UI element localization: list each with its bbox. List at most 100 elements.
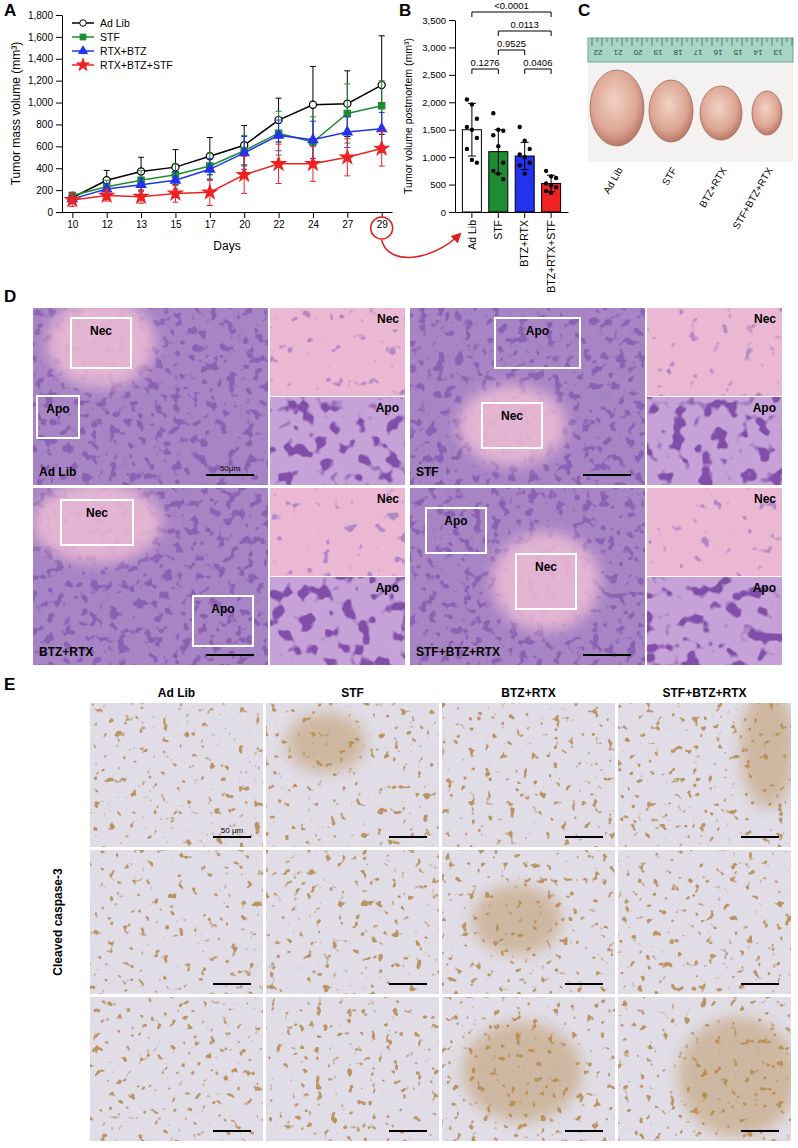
tick: 500 <box>430 179 455 190</box>
ruler-tick <box>697 38 698 42</box>
marker <box>344 110 350 116</box>
legend-label: RTX+BTZ+STF <box>100 59 173 71</box>
roi-box <box>516 554 576 609</box>
tick-label: 2,000 <box>422 97 446 108</box>
legend-entry: Ad Lib <box>72 17 130 29</box>
roi-label: Nec <box>501 409 523 423</box>
tick-mark <box>56 103 62 104</box>
micrograph <box>266 850 439 994</box>
point <box>501 129 505 133</box>
ruler-label: 15 <box>733 48 742 57</box>
tick-mark <box>210 212 211 218</box>
tick: 1,000 <box>422 152 455 163</box>
legend: Ad LibSTFRTX+BTZRTX+BTZ+STF <box>72 17 173 71</box>
tick-label: 1,000 <box>28 97 53 108</box>
ruler-tick <box>652 38 653 46</box>
y-axis: 05001,0001,5002,0002,5003,0003,500 <box>422 15 455 218</box>
point <box>465 97 469 101</box>
scale-bar <box>565 1130 603 1132</box>
necrosis-area <box>33 488 162 563</box>
marker <box>272 157 286 170</box>
tick-mark <box>56 15 62 16</box>
tick: 400 <box>36 163 62 174</box>
ruler-tick <box>752 38 753 46</box>
ruler-tick <box>662 38 663 46</box>
ruler-tick <box>592 38 593 46</box>
point <box>470 102 474 106</box>
scale-bar <box>741 1130 779 1132</box>
tick: 20 <box>239 212 251 230</box>
ruler-tick <box>782 38 783 46</box>
bracket <box>498 50 524 55</box>
panel-name: STF+BTZ+RTX <box>416 645 500 659</box>
tick-label: 200 <box>36 185 53 196</box>
tick-label: 1,500 <box>422 124 446 135</box>
tick-label: Ad Lib <box>466 220 478 250</box>
tick-label: 400 <box>36 163 53 174</box>
roi-label: Nec <box>535 560 557 574</box>
roi-box <box>495 318 580 368</box>
point <box>475 136 479 140</box>
ruler-tick <box>747 38 748 42</box>
tick-mark <box>56 59 62 60</box>
legend-marker <box>80 20 87 27</box>
tick-label: 600 <box>36 141 53 152</box>
tick-label: STF <box>492 220 504 240</box>
tick-mark <box>244 212 245 218</box>
inset-micrograph <box>270 488 405 576</box>
ruler-tick <box>622 38 623 46</box>
point <box>528 147 532 151</box>
ruler-tick <box>597 38 598 42</box>
scale-bar-label: 50 μm <box>221 826 244 835</box>
line <box>72 129 381 199</box>
marker <box>239 147 249 155</box>
scale-bar <box>565 836 603 838</box>
roi-label: Apo <box>46 402 69 416</box>
tick-mark <box>56 37 62 38</box>
error-bar <box>494 130 502 174</box>
axis-line <box>62 16 63 213</box>
ruler-tick <box>787 38 788 42</box>
tick: 3,000 <box>422 42 455 53</box>
tick-mark <box>449 185 455 186</box>
tick: 29 <box>377 212 389 230</box>
series <box>69 81 385 199</box>
micrograph <box>618 703 791 847</box>
tick-mark <box>347 212 348 218</box>
column-header: STF <box>341 686 364 700</box>
p-value: 0.1276 <box>471 57 500 68</box>
tick: 1,200 <box>28 75 62 86</box>
ruler-label: 22 <box>593 48 602 57</box>
tissue <box>442 703 615 847</box>
tick-mark <box>449 130 455 131</box>
micrograph <box>410 488 645 665</box>
point <box>470 158 474 162</box>
tick-label: 0 <box>47 207 53 218</box>
point <box>523 171 527 175</box>
scale-bar <box>389 983 427 985</box>
legend-marker <box>80 34 86 40</box>
marker <box>205 164 215 172</box>
tumor-label: BTZ+RTX <box>697 165 729 209</box>
tick-mark <box>449 212 455 213</box>
point <box>496 128 500 132</box>
micrograph <box>33 308 268 485</box>
tick-mark <box>279 212 280 218</box>
tick-mark <box>56 124 62 125</box>
tick: 1,400 <box>28 53 62 64</box>
tick: 600 <box>36 141 62 152</box>
ruler-tick <box>702 38 703 46</box>
legend-label: Ad Lib <box>100 17 130 29</box>
photo-background <box>588 38 793 162</box>
column-header: Ad Lib <box>158 686 195 700</box>
scale-bar <box>741 836 779 838</box>
roi-box <box>71 318 131 368</box>
legend-marker <box>79 46 88 54</box>
inset-micrograph <box>270 397 405 485</box>
stain-area <box>678 1017 791 1137</box>
tick: 1,600 <box>28 32 62 43</box>
roi-box <box>61 500 133 545</box>
ruler-tick <box>792 38 793 46</box>
inset-label: Nec <box>754 312 776 326</box>
marker <box>340 150 354 163</box>
